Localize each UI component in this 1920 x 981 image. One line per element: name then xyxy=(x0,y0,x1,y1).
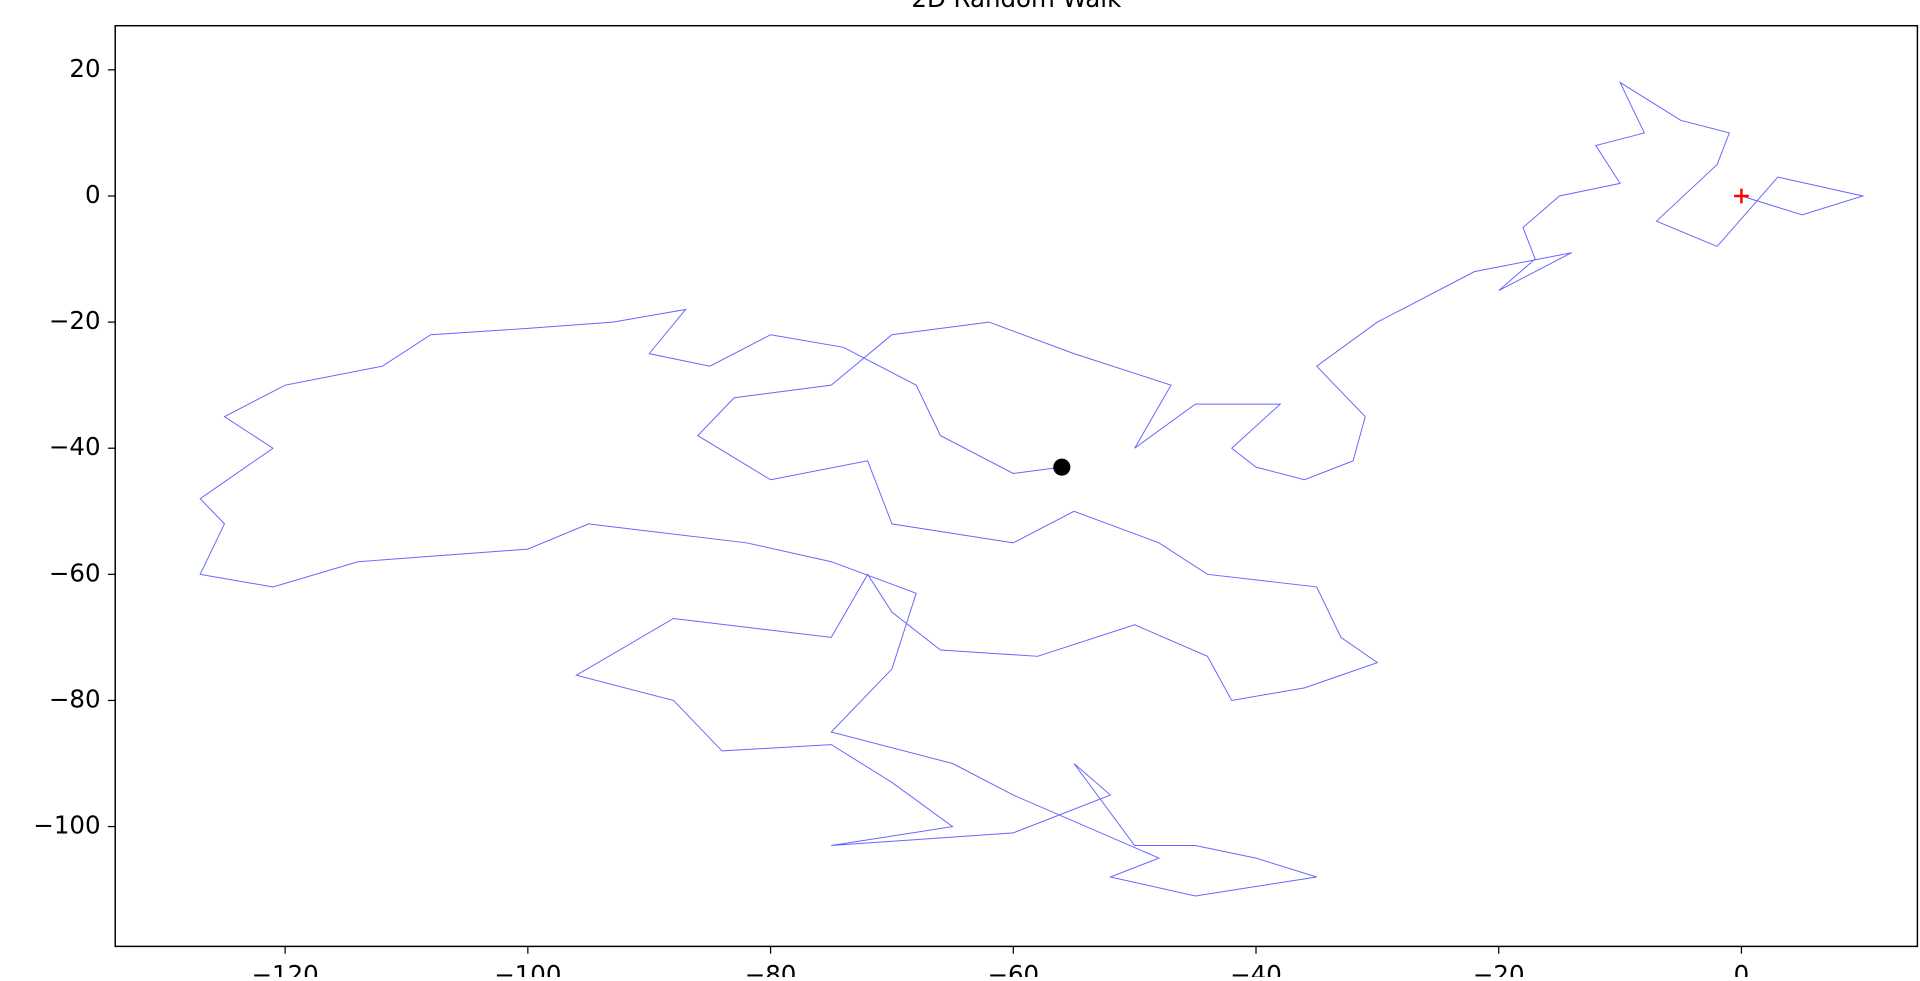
y-tick-label: −100 xyxy=(33,811,100,840)
chart-title: 2D Random Walk xyxy=(911,0,1122,13)
start-marker xyxy=(1734,188,1749,204)
y-tick-label: 20 xyxy=(69,54,100,83)
x-tick-label: −20 xyxy=(1473,960,1525,977)
x-tick-label: −120 xyxy=(252,960,319,977)
x-tick-label: −60 xyxy=(987,960,1039,977)
x-tick-label: −100 xyxy=(494,960,561,977)
walk-path xyxy=(199,81,1865,897)
x-tick-label: 0 xyxy=(1734,960,1750,977)
y-tick-label: 0 xyxy=(85,180,101,209)
plot-frame xyxy=(114,24,1919,948)
x-tick-label: −40 xyxy=(1230,960,1282,977)
y-tick-label: −20 xyxy=(49,306,101,335)
y-tick-label: −40 xyxy=(49,432,101,461)
x-tick-label: −80 xyxy=(745,960,797,977)
y-tick-label: −80 xyxy=(49,684,101,713)
y-tick-label: −60 xyxy=(49,558,101,587)
end-marker xyxy=(1053,458,1071,476)
